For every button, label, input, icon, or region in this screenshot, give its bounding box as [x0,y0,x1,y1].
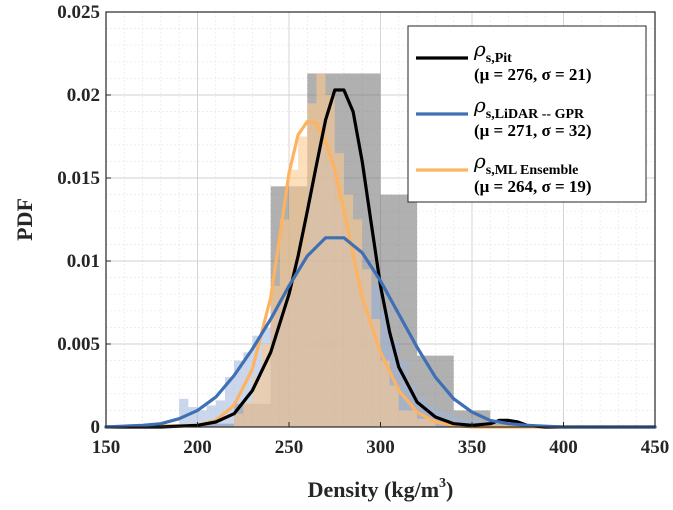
x-tick-label: 150 [92,437,121,458]
legend-symbol-label: ρs,LiDAR -- GPR [473,93,585,122]
x-tick-label: 200 [183,437,212,458]
pdf-curves [104,88,657,429]
hist-bar-ml [289,169,299,427]
y-tick-label: 0.005 [57,334,100,355]
x-ticks: 150 200 250 300 350 400 450 [92,422,670,458]
y-tick-label: 0.015 [57,168,100,189]
hist-bar-ml [307,103,317,428]
hist-bar-lidar [462,418,472,427]
x-tick-label: 450 [641,437,670,458]
y-tick-label: 0.025 [57,2,100,23]
hist-bar-lidar [179,398,189,427]
hist-bar-ml [417,418,436,427]
x-tick-label: 250 [275,437,304,458]
legend-symbol-label: ρs,Pit [473,37,512,66]
x-tick-label: 300 [366,437,395,458]
hist-bar-ml [362,269,372,427]
y-ticks: 0 0.005 0.01 0.015 0.02 0.025 [57,2,111,438]
x-axis-label-main: Density (kg/m [308,477,439,502]
hist-bar-ml [252,377,262,427]
legend-entry-lidar: ρs,LiDAR -- GPR(μ = 271, σ = 32) [416,93,592,140]
legend-entry-pit: ρs,Pit(μ = 276, σ = 21) [416,37,592,84]
hist-bar-lidar [206,405,216,427]
hist-bar-ml [380,360,390,427]
x-axis-label-sup: 3 [439,476,446,491]
hist-bar-ml [261,344,271,427]
hist-bar-lidar [224,377,235,427]
curve-pit [104,88,657,429]
hist-bar-ml [353,219,363,427]
legend-symbol-label: ρs,ML Ensemble [473,149,578,178]
x-axis-label: Density (kg/m3) [308,476,454,502]
hist-bar-lidar [417,397,427,427]
hist-bar-ml [334,153,344,427]
hist-bar-lidar [426,405,436,427]
x-axis-label-tail: ) [446,477,453,502]
hist-bar-ml [325,95,335,427]
hist-bar-lidar [243,352,253,427]
histograms [179,73,546,428]
hist-bar-ml [234,413,244,427]
y-tick-label: 0 [91,417,101,438]
hist-bar-ml [270,285,280,427]
y-axis-label: PDF [12,198,37,241]
hist-bar-lidar [188,407,198,427]
hist-bar-lidar [490,423,509,427]
legend: ρs,Pit(μ = 276, σ = 21)ρs,LiDAR -- GPR(μ… [407,25,647,203]
hist-bar-ml [389,385,399,427]
hist-bar-ml [298,136,308,427]
x-tick-label: 350 [458,437,487,458]
histogram-ml [234,73,436,428]
hist-bar-ml [279,219,289,427]
hist-bar-ml [316,73,326,428]
hist-bar-lidar [197,410,207,427]
hist-bar-lidar [215,400,225,427]
legend-stats: (μ = 264, σ = 19) [474,177,592,196]
y-tick-label: 0.01 [67,251,100,272]
y-tick-label: 0.02 [67,85,100,106]
hist-bar-ml [398,410,418,427]
legend-entry-ml: ρs,ML Ensemble(μ = 264, σ = 19) [416,149,592,196]
hist-bar-lidar [453,417,463,427]
curve-ml [104,120,657,429]
x-tick-label: 400 [549,437,578,458]
legend-stats: (μ = 276, σ = 21) [474,65,592,84]
hist-bar-ml [371,319,381,427]
hist-bar-ml [343,194,354,427]
hist-bar-ml [243,402,253,427]
legend-stats: (μ = 271, σ = 32) [474,121,592,140]
curve-lidar [104,236,657,429]
